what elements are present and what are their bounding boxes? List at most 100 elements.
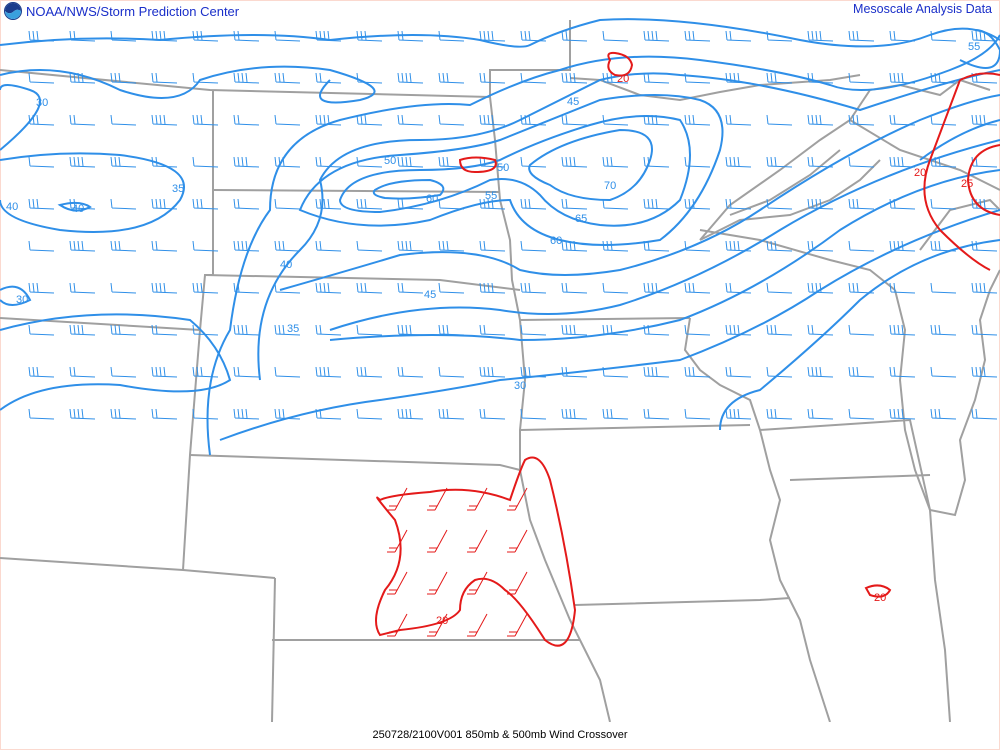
contour-label: 40 (72, 203, 84, 215)
mississippi (683, 317, 831, 722)
wind-barb (438, 408, 465, 420)
wind-barb (315, 30, 342, 42)
wind-barb (274, 114, 301, 126)
header-product-title: Mesoscale Analysis Data (853, 2, 992, 16)
wind-barb (438, 282, 465, 294)
wind-barb (315, 240, 342, 252)
wind-barb (561, 408, 588, 420)
contour-label: 60 (426, 193, 438, 205)
wind-barb (274, 156, 301, 168)
map-canvas: 55 30 35 40 40 30 45 50 60 55 50 70 65 6… (0, 18, 1000, 722)
contour-label: 70 (604, 180, 616, 192)
wind-barb (725, 282, 752, 294)
wind-barb (110, 72, 137, 84)
wind-barb (684, 240, 711, 252)
wind-barb (561, 366, 588, 378)
wind-barb (233, 198, 260, 210)
wind-barb (110, 198, 137, 210)
wind-barb (192, 156, 219, 168)
wind-barb (467, 571, 488, 595)
wind-barb (151, 30, 178, 42)
wind-barb (520, 156, 547, 168)
wind-barb (315, 114, 342, 126)
wind-barb (110, 114, 137, 126)
wind-barb (725, 324, 752, 336)
wind-barb (467, 487, 488, 511)
wind-barb (725, 408, 752, 420)
wind-barb (69, 156, 96, 168)
wind-barb (356, 282, 383, 294)
wind-barb (151, 324, 178, 336)
wind-barb (438, 366, 465, 378)
wind-barb (356, 114, 383, 126)
wind-barb (233, 324, 260, 336)
wind-barb (766, 198, 793, 210)
wind-barb (397, 366, 424, 378)
wind-barb (520, 324, 547, 336)
wind-barb (889, 240, 916, 252)
wind-barb (520, 198, 547, 210)
wind-barb (889, 198, 916, 210)
wind-barb (69, 114, 96, 126)
wind-barb (274, 408, 301, 420)
wind-barb (397, 72, 424, 84)
wind-barb (151, 72, 178, 84)
wind-barb (69, 366, 96, 378)
wind-barb (315, 198, 342, 210)
wind-barb (766, 240, 793, 252)
contour-label: 45 (567, 96, 579, 108)
wind-barb (725, 114, 752, 126)
wind-barb (684, 282, 711, 294)
wind-barb (192, 240, 219, 252)
wind-barb (766, 282, 793, 294)
mt-nd-border (182, 90, 214, 571)
wind-barb (438, 198, 465, 210)
wind-barb (930, 366, 957, 378)
wind-barb (479, 366, 506, 378)
wind-barb (315, 408, 342, 420)
wind-barb (807, 366, 834, 378)
wind-barb (28, 240, 55, 252)
wind-barb (356, 240, 383, 252)
wind-barb (192, 282, 219, 294)
wind-barb (438, 240, 465, 252)
wind-barb (151, 156, 178, 168)
wind-barb (561, 114, 588, 126)
wind-barb (507, 529, 528, 553)
il-in-border (929, 509, 951, 722)
wind-barb (479, 408, 506, 420)
wind-barb (643, 282, 670, 294)
contour-label: 45 (424, 289, 436, 301)
wind-barb (192, 366, 219, 378)
wind-barb (520, 30, 547, 42)
wind-barb (315, 282, 342, 294)
mo-ar-border (574, 597, 791, 606)
wind-barb (848, 408, 875, 420)
wind-barb (807, 240, 834, 252)
wind-barb (479, 324, 506, 336)
wind-barb (28, 282, 55, 294)
wind-barb (192, 72, 219, 84)
wind-barb (356, 72, 383, 84)
wind-barb (807, 324, 834, 336)
wind-barb (561, 30, 588, 42)
wind-barb (356, 156, 383, 168)
wind-barb (151, 366, 178, 378)
wind-barb (69, 282, 96, 294)
wind-barb (427, 613, 448, 637)
wind-barb (602, 156, 629, 168)
wind-barb (643, 156, 670, 168)
wind-barb (387, 571, 408, 595)
wind-barb (274, 198, 301, 210)
wind-barb (602, 114, 629, 126)
wind-barb (848, 30, 875, 42)
wind-barb (233, 366, 260, 378)
wind-barb (725, 30, 752, 42)
wind-barb (848, 114, 875, 126)
wind-barb (561, 156, 588, 168)
wind-barb (725, 72, 752, 84)
wind-barb (356, 30, 383, 42)
wind-barb (602, 198, 629, 210)
wind-barb (807, 30, 834, 42)
wind-barb (28, 366, 55, 378)
